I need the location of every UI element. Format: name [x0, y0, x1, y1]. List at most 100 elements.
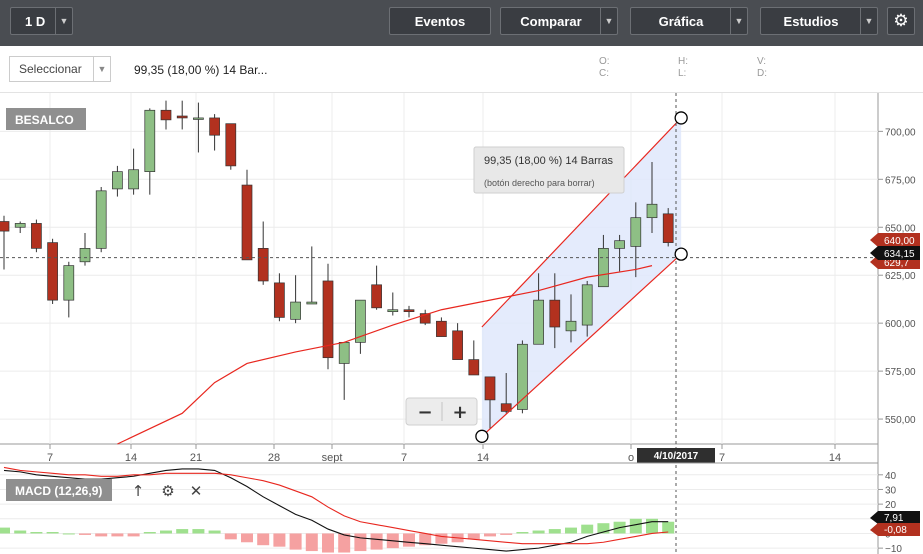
macd-tick-label: 20 — [885, 500, 897, 511]
time-tick-label: 14 — [829, 452, 841, 464]
candle-body — [549, 299, 561, 328]
last-price-tag — [870, 233, 920, 247]
macd-label: MACD (12,26,9) — [15, 484, 102, 498]
macd-value-tag — [870, 511, 920, 524]
macd-value-label: 7,91 — [884, 513, 904, 524]
candle-body — [14, 223, 26, 228]
crosshair-price-label: 634,15 — [884, 249, 915, 260]
macd-histogram-bar — [581, 524, 594, 534]
macd-histogram-bar — [273, 533, 286, 547]
macd-histogram-bar — [30, 532, 43, 534]
macd-histogram-bar — [143, 532, 156, 534]
chevron-down-icon: ▼ — [730, 8, 747, 34]
macd-histogram-bar — [289, 533, 302, 550]
candle-body — [241, 184, 253, 261]
candle-body — [565, 320, 577, 332]
ohlc-close-label: C: — [599, 68, 609, 79]
macd-histogram-bar — [467, 533, 480, 540]
time-tick-label: sept — [322, 452, 343, 464]
macd-histogram-bar — [95, 533, 108, 537]
candle-body — [160, 109, 172, 121]
candle-body — [176, 115, 188, 119]
macd-histogram-bar — [224, 533, 237, 540]
tooltip-line-2: (botón derecho para borrar) — [484, 178, 595, 188]
macd-histogram-bar — [419, 533, 432, 546]
candle-body — [79, 248, 91, 263]
ohlc-change-label: D: — [757, 68, 767, 79]
macd-histogram-bar — [597, 523, 610, 534]
macd-histogram-bar — [305, 533, 318, 552]
channel-bottom-line[interactable] — [481, 253, 682, 437]
candle-body — [355, 299, 366, 343]
gear-icon[interactable]: ⚙ — [161, 482, 174, 500]
macd-histogram-bar — [160, 530, 172, 534]
candle-body — [614, 240, 625, 249]
candle-body — [387, 309, 399, 313]
estudios-button[interactable]: Estudios ▼ — [760, 7, 878, 35]
macd-histogram-bar — [662, 521, 675, 534]
candle-body — [662, 213, 674, 243]
macd-badge — [6, 479, 112, 501]
macd-line — [3, 468, 669, 552]
settings-button[interactable]: ⚙ — [887, 7, 915, 35]
moving-average-line — [117, 265, 653, 445]
candle-body — [128, 169, 139, 190]
macd-histogram-bar — [435, 533, 448, 544]
measure-readout: 99,35 (18,00 %) 14 Bar... — [134, 63, 268, 77]
candle-body — [274, 282, 285, 318]
price-tick-label: 700,00 — [885, 127, 916, 138]
candle-body — [646, 203, 658, 219]
channel-top-line[interactable] — [481, 117, 682, 328]
candle-body — [500, 403, 512, 412]
channel-fill — [481, 117, 682, 437]
measure-tooltip — [473, 146, 625, 194]
macd-histogram-bar — [354, 533, 367, 552]
macd-histogram-bar — [0, 527, 10, 534]
drawing-toolbar: Seleccionar ▼ 99,35 (18,00 %) 14 Bar... … — [0, 46, 923, 93]
time-tick-label: 14 — [477, 452, 489, 464]
ohlc-open-label: O: — [599, 56, 610, 67]
symbol-label: BESALCO — [15, 113, 74, 127]
ohlc-volume-label: V: — [757, 56, 767, 67]
candle-body — [484, 376, 496, 401]
price-tick-label: 600,00 — [885, 319, 916, 330]
macd-histogram-bar — [548, 529, 561, 534]
macd-histogram-bar — [257, 533, 270, 546]
candle-body — [452, 330, 463, 360]
candle-body — [468, 359, 480, 376]
zoom-in-button[interactable]: + — [452, 402, 467, 423]
comparar-button[interactable]: Comparar ▼ — [500, 7, 618, 35]
select-label: Seleccionar — [19, 62, 82, 76]
arrow-up-icon[interactable]: ↑ — [132, 482, 145, 500]
candle-body — [225, 123, 237, 167]
macd-histogram-bar — [516, 532, 529, 534]
chevron-down-icon: ▼ — [860, 8, 877, 34]
period-selector[interactable]: 1 D ▼ — [10, 7, 73, 35]
eventos-button[interactable]: Eventos — [389, 7, 491, 35]
channel-handle-start[interactable] — [475, 429, 489, 443]
candle-body — [630, 217, 642, 247]
drawing-tool-select[interactable]: Seleccionar ▼ — [9, 56, 111, 82]
crosshair-price-tag — [870, 246, 920, 260]
macd-histogram-bar — [127, 533, 140, 537]
macd-histogram-bar — [532, 530, 545, 534]
candle-body — [598, 248, 609, 288]
time-tick-label: 28 — [268, 452, 280, 464]
macd-histogram-bar — [338, 533, 351, 553]
ohlc-high-label: H: — [678, 56, 688, 67]
close-icon[interactable]: ✕ — [190, 482, 203, 500]
grafica-button[interactable]: Gráfica ▼ — [630, 7, 748, 35]
time-tick-label: 7 — [47, 452, 53, 464]
ohlc-low-label: L: — [678, 68, 687, 79]
channel-handle-top[interactable] — [674, 111, 688, 125]
candle-body — [306, 301, 318, 305]
zoom-out-button[interactable]: − — [417, 402, 432, 423]
macd-histogram-bar — [370, 533, 383, 550]
date-highlight-badge — [637, 448, 715, 463]
macd-histogram-bar — [111, 533, 124, 537]
macd-histogram-bar — [192, 529, 205, 534]
candle-body — [517, 343, 528, 410]
macd-histogram-bar — [14, 530, 27, 534]
channel-handle-bottom[interactable] — [674, 247, 688, 261]
